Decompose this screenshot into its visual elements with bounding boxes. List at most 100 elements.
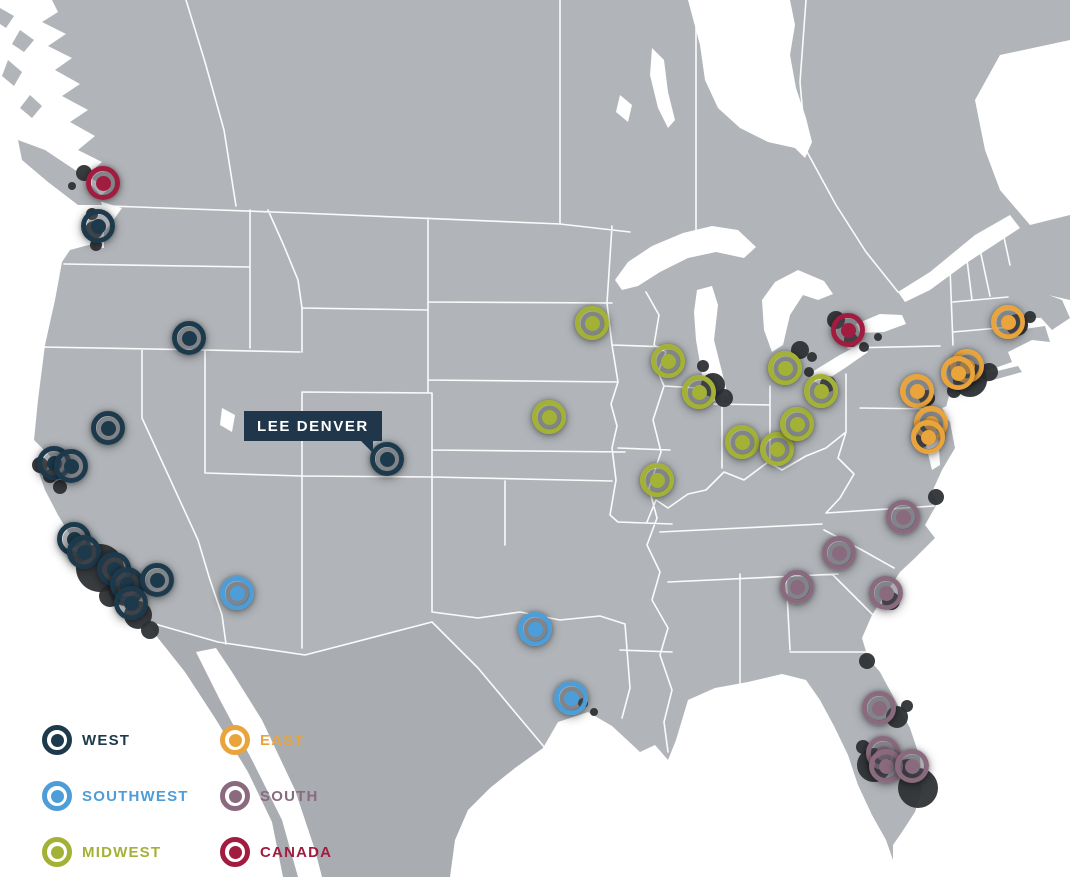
map-marker-dot — [584, 315, 600, 331]
region-marker-icon — [220, 837, 250, 867]
region-marker-icon — [220, 781, 250, 811]
legend-item-east[interactable]: EAST — [220, 725, 398, 755]
map-marker-dot — [541, 409, 557, 425]
region-marker-dot — [228, 845, 242, 859]
region-marker-icon — [42, 725, 72, 755]
map-marker-dot — [527, 621, 543, 637]
map-marker-canada[interactable] — [86, 166, 120, 200]
location-tooltip-label: LEE DENVER — [257, 417, 369, 435]
map-marker-west[interactable] — [91, 411, 125, 445]
region-marker-dot — [50, 789, 64, 803]
legend-item-south[interactable]: SOUTH — [220, 781, 398, 811]
region-marker-icon — [220, 725, 250, 755]
region-marker-icon — [42, 781, 72, 811]
map-marker-midwest[interactable] — [640, 463, 674, 497]
map-marker-dot — [123, 595, 139, 611]
map-marker-midwest[interactable] — [780, 407, 814, 441]
legend-item-west[interactable]: WEST — [42, 725, 220, 755]
legend-label-east: EAST — [260, 731, 305, 749]
map-marker-dot — [63, 458, 79, 474]
map-marker-dot — [149, 572, 165, 588]
map-marker-midwest[interactable] — [532, 400, 566, 434]
map-marker-dot — [100, 420, 116, 436]
vancouver-island — [18, 140, 102, 205]
map-marker-east[interactable] — [991, 305, 1025, 339]
map-marker-east[interactable] — [911, 420, 945, 454]
map-legend: WEST SOUTHWEST MIDWEST EAST SOUTH CANADA — [42, 712, 398, 880]
map-marker-south[interactable] — [862, 691, 896, 725]
region-marker-dot — [228, 789, 242, 803]
map-marker-dot — [777, 360, 793, 376]
legend-label-midwest: MIDWEST — [82, 843, 162, 861]
map-marker-dot — [95, 175, 111, 191]
map-marker-dot — [691, 384, 707, 400]
map-marker-dot — [904, 758, 920, 774]
map-marker-midwest[interactable] — [651, 344, 685, 378]
map-marker-southwest[interactable] — [554, 681, 588, 715]
map-marker-south[interactable] — [822, 536, 856, 570]
map-marker-south[interactable] — [886, 500, 920, 534]
map-marker-dot — [649, 472, 665, 488]
map-marker-east[interactable] — [941, 356, 975, 390]
map-marker-dot — [840, 322, 856, 338]
map-marker-dot — [76, 544, 92, 560]
legend-label-west: WEST — [82, 731, 131, 749]
map-marker-west[interactable] — [81, 209, 115, 243]
map-marker-dot — [90, 218, 106, 234]
map-marker-midwest[interactable] — [804, 374, 838, 408]
map-marker-dot — [734, 434, 750, 450]
map-marker-dot — [789, 416, 805, 432]
map-marker-dot — [909, 383, 925, 399]
map-marker-south[interactable] — [869, 576, 903, 610]
map-marker-dot — [660, 353, 676, 369]
map-marker-dot — [789, 579, 805, 595]
region-marker-dot — [50, 845, 64, 859]
map-marker-dot — [871, 700, 887, 716]
map-marker-midwest[interactable] — [682, 375, 716, 409]
map-marker-east[interactable] — [900, 374, 934, 408]
map-marker-west[interactable] — [67, 535, 101, 569]
map-marker-dot — [895, 509, 911, 525]
map-marker-dot — [878, 758, 894, 774]
map-marker-south[interactable] — [780, 570, 814, 604]
map-marker-canada[interactable] — [831, 313, 865, 347]
region-marker-dot — [50, 733, 64, 747]
map-marker-dot — [831, 545, 847, 561]
map-marker-midwest[interactable] — [768, 351, 802, 385]
map-marker-midwest[interactable] — [725, 425, 759, 459]
legend-item-southwest[interactable]: SOUTHWEST — [42, 781, 220, 811]
map-marker-southwest[interactable] — [518, 612, 552, 646]
map-marker-dot — [878, 585, 894, 601]
region-marker-icon — [42, 837, 72, 867]
map-marker-dot — [950, 365, 966, 381]
map-marker-south[interactable] — [895, 749, 929, 783]
map-marker-midwest[interactable] — [575, 306, 609, 340]
map-marker-dot — [181, 330, 197, 346]
legend-label-south: SOUTH — [260, 787, 319, 805]
map-marker-dot — [563, 690, 579, 706]
map-marker-dot — [1000, 314, 1016, 330]
map-marker-west[interactable] — [172, 321, 206, 355]
map-marker-dot — [920, 429, 936, 445]
map-marker-midwest[interactable] — [760, 432, 794, 466]
legend-item-midwest[interactable]: MIDWEST — [42, 837, 220, 867]
map-marker-dot — [229, 585, 245, 601]
map-marker-west[interactable] — [54, 449, 88, 483]
map-marker-west[interactable] — [140, 563, 174, 597]
state-borders — [41, 0, 1011, 753]
map-marker-dot — [813, 383, 829, 399]
location-tooltip: LEE DENVER — [244, 411, 382, 453]
legend-label-canada: CANADA — [260, 843, 333, 861]
legend-item-canada[interactable]: CANADA — [220, 837, 398, 867]
map-marker-west[interactable] — [370, 442, 404, 476]
map-marker-dot — [379, 451, 395, 467]
region-marker-dot — [228, 733, 242, 747]
nova-scotia — [1032, 290, 1070, 330]
map-marker-southwest[interactable] — [220, 576, 254, 610]
legend-label-southwest: SOUTHWEST — [82, 787, 189, 805]
map-marker-dot — [769, 441, 785, 457]
map-marker-west[interactable] — [114, 586, 148, 620]
